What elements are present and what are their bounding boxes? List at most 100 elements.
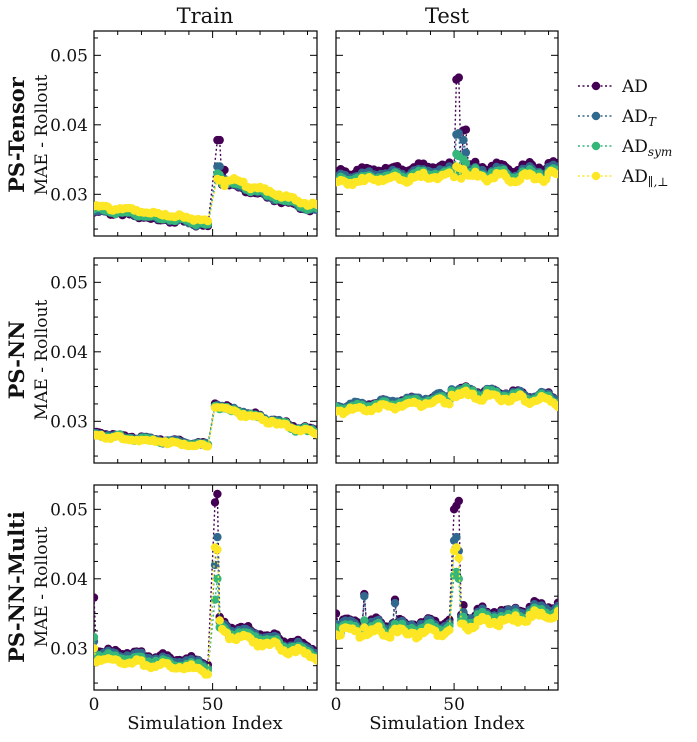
legend-label: ADT — [621, 107, 657, 129]
data-point-ADsym — [94, 633, 99, 642]
data-point-AD — [213, 489, 222, 499]
x-tick-label: 0 — [89, 695, 100, 715]
data-point-ADsym — [360, 616, 369, 625]
data-point-ADsym — [210, 595, 220, 604]
legend-label-subscript: sym — [648, 145, 672, 159]
data-point-ADpar — [312, 430, 317, 439]
x-tick-label: 50 — [202, 695, 224, 715]
y-axis-label-row1: MAE - Rollout — [32, 75, 52, 196]
plot-area — [94, 135, 317, 231]
legend-label: ADsym — [621, 137, 672, 159]
data-point-ADpar — [553, 607, 558, 616]
row-title-ps-nn-multi: PS-NN-Multi — [4, 511, 29, 663]
y-tick-label: 0.04 — [50, 116, 88, 136]
data-point-ADpar — [213, 545, 222, 554]
data-point-ADT — [390, 598, 400, 608]
plot-area — [336, 496, 558, 643]
data-point-ADT — [215, 162, 224, 171]
legend-item-ADsym: ADsym — [578, 137, 672, 159]
data-point-ADpar — [203, 442, 213, 451]
axes-frame — [93, 257, 318, 464]
x-axis-label-train: Simulation Index — [127, 713, 282, 734]
data-point-ADpar — [360, 623, 369, 632]
data-point-ADpar — [203, 670, 213, 679]
data-point-ADpar — [452, 543, 461, 552]
panel-ps-nn-multi-test: 0 50 — [331, 484, 559, 715]
y-tick-label: 0.03 — [50, 412, 88, 432]
data-point-ADT — [459, 135, 468, 145]
legend-marker — [591, 171, 601, 181]
panel-ps-nn-train: 0.03 0.04 0.05 — [50, 257, 318, 464]
data-point-ADpar — [542, 175, 551, 184]
legend-marker — [591, 141, 601, 151]
y-axis-label-row2: MAE - Rollout — [32, 300, 52, 421]
panel-ps-nn-test — [335, 257, 559, 464]
plot-area — [94, 399, 317, 451]
y-tick-label: 0.03 — [50, 639, 88, 659]
data-point-AD — [454, 73, 463, 82]
legend-item-ADpar: AD∥,⊥ — [578, 167, 669, 189]
data-point-AD — [94, 593, 99, 602]
axes-frame — [93, 30, 318, 237]
y-tick-label: 0.05 — [50, 273, 88, 293]
plot-area — [94, 489, 317, 679]
data-point-ADpar — [312, 656, 317, 665]
legend-marker — [591, 81, 601, 91]
data-point-ADsym — [213, 574, 222, 583]
data-point-ADpar — [553, 402, 558, 412]
data-point-AD — [215, 135, 224, 145]
data-point-ADpar — [336, 631, 345, 640]
y-tick-label: 0.05 — [50, 46, 88, 66]
panel-ps-tensor-test — [335, 30, 559, 237]
y-axis-label-row3: MAE - Rollout — [32, 527, 52, 648]
y-tick-label: 0.03 — [50, 185, 88, 205]
legend-label-subscript: T — [648, 115, 657, 129]
data-point-AD — [336, 609, 341, 618]
panel-ps-nn-multi-train: 0.03 0.04 0.05 0 50 — [50, 484, 318, 715]
legend-label-subscript: ∥,⊥ — [648, 175, 669, 189]
data-point-ADT — [360, 592, 369, 601]
legend-marker — [591, 111, 601, 121]
data-point-ADT — [213, 532, 222, 542]
axes-frame — [335, 484, 559, 691]
column-title-test: Test — [425, 4, 470, 28]
data-point-ADsym — [454, 574, 463, 583]
data-point-ADT — [454, 129, 463, 138]
axes-frame — [93, 484, 318, 691]
x-tick-label: 50 — [443, 695, 465, 715]
row-title-ps-nn: PS-NN — [4, 321, 29, 400]
axes-frame — [335, 30, 559, 237]
data-point-AD — [210, 498, 220, 507]
data-point-ADsym — [452, 567, 461, 577]
data-point-ADsym — [461, 158, 471, 168]
data-point-ADT — [452, 532, 461, 542]
data-point-ADpar — [94, 644, 99, 653]
row-title-ps-tensor: PS-Tensor — [4, 76, 29, 193]
data-point-ADpar — [454, 553, 463, 563]
y-tick-label: 0.04 — [50, 343, 88, 363]
plot-area — [336, 382, 558, 419]
legend-label: AD∥,⊥ — [621, 167, 669, 189]
panel-ps-tensor-train: 0.03 0.04 0.05 — [50, 30, 318, 237]
data-point-ADpar — [445, 625, 454, 635]
data-point-AD — [461, 125, 471, 134]
legend-label: AD — [621, 77, 648, 97]
x-axis-label-test: Simulation Index — [369, 713, 524, 734]
data-point-ADT — [210, 560, 220, 570]
data-point-ADpar — [445, 400, 454, 409]
legend: AD ADT ADsym AD∥,⊥ — [578, 77, 672, 189]
data-point-ADT — [461, 148, 471, 157]
y-tick-label: 0.05 — [50, 500, 88, 520]
data-point-ADpar — [553, 170, 558, 179]
data-point-AD — [454, 496, 463, 506]
legend-item-AD: AD — [578, 77, 648, 97]
plot-area — [336, 73, 558, 190]
legend-item-ADT: ADT — [578, 107, 657, 129]
column-title-train: Train — [177, 4, 234, 28]
data-point-ADpar — [449, 173, 459, 182]
y-tick-label: 0.04 — [50, 570, 88, 590]
x-tick-label: 0 — [331, 695, 342, 715]
axes-frame — [335, 257, 559, 464]
data-point-ADpar — [494, 622, 504, 631]
